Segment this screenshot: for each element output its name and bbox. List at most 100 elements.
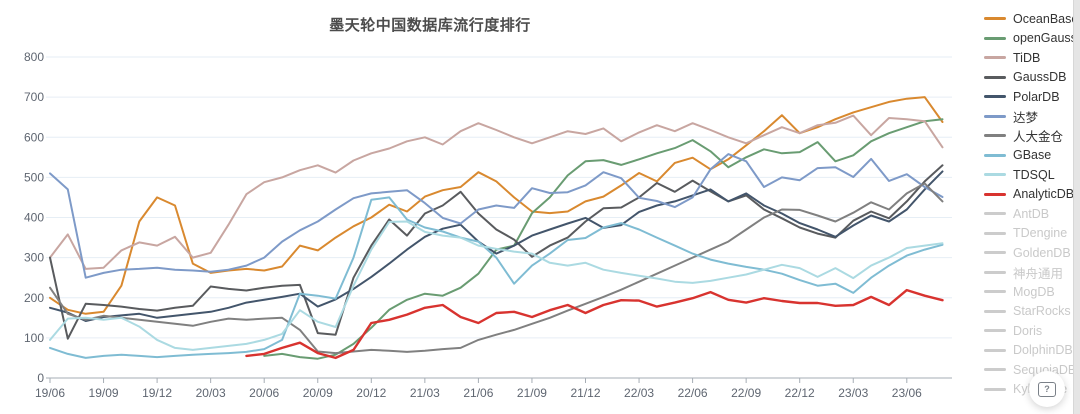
- series-line--: [49, 182, 944, 355]
- legend-item-polardb[interactable]: PolarDB: [984, 87, 1076, 107]
- series-line-tidb: [49, 114, 944, 270]
- legend-swatch: [984, 153, 1006, 157]
- y-axis-tick-label: 500: [24, 170, 44, 184]
- legend-swatch: [984, 134, 1006, 138]
- x-axis-tick-label: 23/06: [892, 386, 922, 400]
- legend-swatch: [984, 114, 1006, 118]
- legend-item-mogdb[interactable]: MogDB: [984, 282, 1076, 302]
- chart-title: 墨天轮中国数据库流行度排行: [329, 17, 531, 34]
- x-axis-tick-label: 19/12: [142, 386, 172, 400]
- legend-item-tdsql[interactable]: TDSQL: [984, 165, 1076, 185]
- x-axis-tick-label: 22/09: [731, 386, 761, 400]
- keyboard-help-icon: ?: [1038, 381, 1056, 397]
- legend-label: AnalyticDB: [1013, 187, 1075, 202]
- series-line--: [49, 153, 944, 279]
- legend-swatch: [984, 368, 1006, 372]
- legend-label: TDSQL: [1013, 167, 1055, 182]
- series-line-tdsql: [49, 220, 944, 351]
- legend-item-antdb[interactable]: AntDB: [984, 204, 1076, 224]
- x-axis-tick-label: 21/06: [463, 386, 493, 400]
- x-axis-tick-label: 22/12: [785, 386, 815, 400]
- y-axis-tick-label: 600: [24, 130, 44, 144]
- legend-swatch: [984, 329, 1006, 333]
- x-axis-tick-label: 21/03: [410, 386, 440, 400]
- legend-label: GBase: [1013, 148, 1052, 163]
- legend-label: OceanBase: [1013, 11, 1079, 26]
- legend-swatch: [984, 348, 1006, 352]
- legend-item-gaussdb[interactable]: GaussDB: [984, 68, 1076, 88]
- legend-swatch: [984, 231, 1006, 235]
- y-axis-tick-label: 200: [24, 291, 44, 305]
- legend-swatch: [984, 251, 1006, 255]
- legend-label: TDengine: [1013, 226, 1068, 241]
- legend-item-goldendb[interactable]: GoldenDB: [984, 243, 1076, 263]
- legend-label: MogDB: [1013, 284, 1055, 299]
- legend-item-analyticdb[interactable]: AnalyticDB: [984, 185, 1076, 205]
- x-axis-tick-label: 20/06: [249, 386, 279, 400]
- legend-label: PolarDB: [1013, 89, 1060, 104]
- x-axis-tick-label: 22/03: [624, 386, 654, 400]
- legend-swatch: [984, 192, 1006, 196]
- series-line-oceanbase: [49, 96, 944, 315]
- y-axis-tick-label: 0: [37, 371, 44, 385]
- legend-item-starrocks[interactable]: StarRocks: [984, 302, 1076, 322]
- legend-label: openGauss: [1013, 31, 1077, 46]
- y-axis-tick-label: 400: [24, 211, 44, 225]
- y-axis-tick-label: 300: [24, 251, 44, 265]
- x-axis-tick-label: 22/06: [678, 386, 708, 400]
- y-axis-tick-label: 700: [24, 90, 44, 104]
- legend-label: SequoiaDB: [1013, 362, 1077, 377]
- x-axis-tick-label: 20/03: [196, 386, 226, 400]
- legend-swatch: [984, 75, 1006, 79]
- legend-swatch: [984, 387, 1006, 391]
- legend-label: 神舟通用: [1013, 266, 1064, 281]
- legend-label: 人大金仓: [1013, 130, 1064, 145]
- legend-swatch: [984, 309, 1006, 313]
- legend-swatch: [984, 36, 1006, 40]
- series-line-analyticdb: [245, 288, 944, 360]
- y-axis-tick-label: 800: [24, 50, 44, 64]
- help-button[interactable]: ?: [1029, 371, 1065, 407]
- legend-item-tidb[interactable]: TiDB: [984, 48, 1076, 68]
- series-line-gaussdb: [49, 164, 944, 340]
- legend-item-gbase[interactable]: GBase: [984, 146, 1076, 166]
- x-axis-tick-label: 20/09: [303, 386, 333, 400]
- page-scrollbar[interactable]: [1073, 0, 1080, 414]
- legend-item-doris[interactable]: Doris: [984, 321, 1076, 341]
- x-axis-tick-label: 21/12: [570, 386, 600, 400]
- legend-label: StarRocks: [1013, 304, 1071, 319]
- legend-item--[interactable]: 人大金仓: [984, 126, 1076, 146]
- x-axis-tick-label: 19/06: [35, 386, 65, 400]
- chart-legend: OceanBase openGauss TiDB GaussDB PolarDB 达梦人大…: [984, 9, 1079, 399]
- legend-swatch: [984, 173, 1006, 177]
- x-axis-tick-label: 19/09: [89, 386, 119, 400]
- legend-label: GoldenDB: [1013, 245, 1071, 260]
- legend-swatch: [984, 56, 1006, 60]
- series-line-polardb: [49, 170, 944, 322]
- x-axis-tick-label: 21/09: [517, 386, 547, 400]
- legend-item-dolphindb[interactable]: DolphinDB: [984, 341, 1076, 361]
- y-axis-tick-label: 100: [24, 331, 44, 345]
- legend-label: DolphinDB: [1013, 343, 1073, 358]
- legend-label: AntDB: [1013, 206, 1050, 221]
- legend-item-sequoiadb[interactable]: SequoiaDB: [984, 360, 1076, 380]
- legend-swatch: [984, 270, 1006, 274]
- legend-item-tdengine[interactable]: TDengine: [984, 224, 1076, 244]
- legend-swatch: [984, 212, 1006, 216]
- legend-label: 达梦: [1013, 110, 1039, 125]
- legend-label: TiDB: [1013, 50, 1041, 65]
- legend-swatch: [984, 290, 1006, 294]
- legend-item-opengauss[interactable]: openGauss: [984, 29, 1077, 49]
- legend-swatch: [984, 17, 1006, 21]
- series-line-gbase: [49, 196, 944, 359]
- x-axis-tick-label: 20/12: [356, 386, 386, 400]
- x-axis-tick-label: 23/03: [838, 386, 868, 400]
- legend-label: GaussDB: [1013, 70, 1067, 85]
- legend-item--[interactable]: 达梦: [984, 107, 1076, 127]
- legend-item-oceanbase[interactable]: OceanBase: [984, 9, 1079, 29]
- legend-label: Doris: [1013, 323, 1043, 338]
- legend-swatch: [984, 95, 1006, 99]
- legend-item--[interactable]: 神舟通用: [984, 263, 1076, 283]
